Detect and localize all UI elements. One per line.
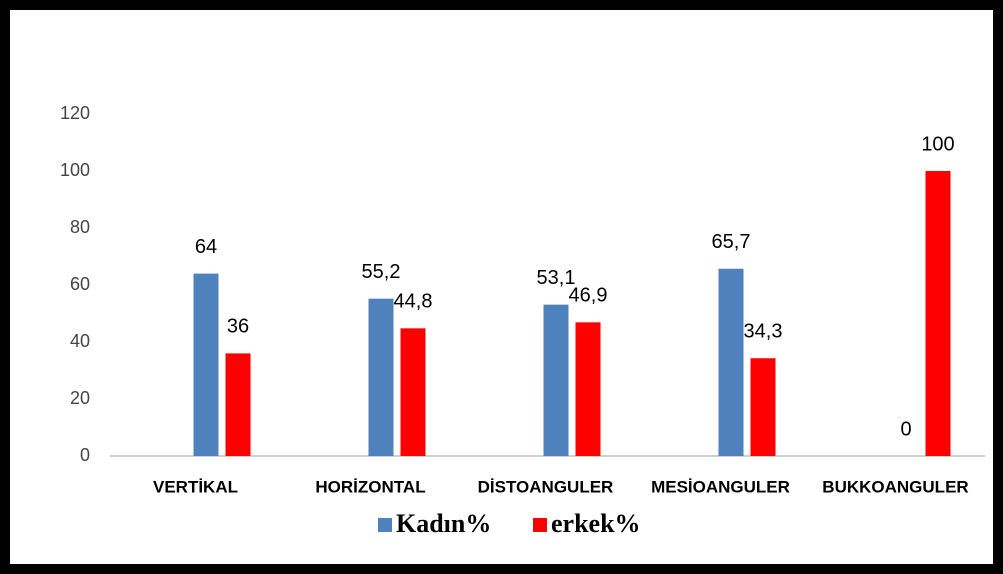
legend-swatch — [378, 518, 392, 532]
value-label: 44,8 — [394, 291, 433, 313]
value-label: 64 — [195, 236, 217, 258]
x-tick-label: DİSTOANGULER — [478, 477, 614, 496]
value-label: 34,3 — [744, 321, 783, 343]
value-label: 36 — [227, 316, 249, 338]
value-label: 46,9 — [569, 285, 608, 307]
bar — [193, 273, 219, 456]
y-tick-label: 120 — [60, 103, 90, 123]
value-label: 100 — [921, 133, 954, 155]
x-tick-label: HORİZONTAL — [315, 477, 425, 496]
legend-swatch — [533, 518, 547, 532]
value-label: 0 — [900, 418, 911, 440]
y-tick-label: 80 — [70, 217, 90, 237]
legend-label: erkek% — [551, 509, 641, 538]
y-tick-label: 20 — [70, 388, 90, 408]
value-label: 65,7 — [712, 231, 751, 253]
y-tick-label: 0 — [80, 445, 90, 465]
bar — [543, 304, 569, 456]
y-tick-label: 60 — [70, 274, 90, 294]
value-label: 55,2 — [362, 261, 401, 283]
bar — [925, 171, 951, 456]
x-tick-label: MESİOANGULER — [651, 477, 790, 496]
bar — [400, 328, 426, 456]
bar — [575, 322, 601, 456]
value-label: 53,1 — [537, 267, 576, 289]
y-tick-label: 100 — [60, 160, 90, 180]
x-tick-label: BUKKOANGULER — [822, 477, 968, 496]
bar — [225, 353, 251, 456]
bar — [718, 268, 744, 456]
y-tick-label: 40 — [70, 331, 90, 351]
bar — [368, 298, 394, 456]
x-tick-label: VERTİKAL — [153, 477, 238, 496]
bar — [750, 358, 776, 456]
legend-label: Kadın% — [396, 509, 491, 538]
